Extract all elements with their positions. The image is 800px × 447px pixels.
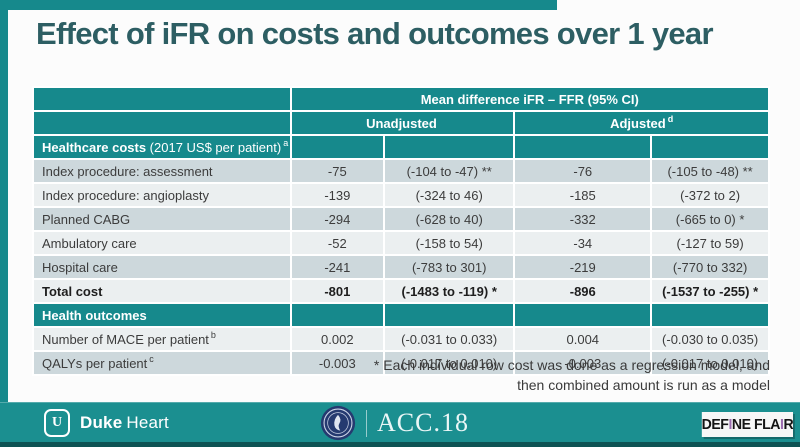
row-label: Total cost <box>32 278 292 304</box>
value-cell: -34 <box>513 230 653 256</box>
acc-seal-icon <box>320 405 356 441</box>
acc18-label: ACC.18 <box>377 408 469 437</box>
ci-cell: (-127 to 59) <box>650 230 770 256</box>
value-cell: -896 <box>513 278 653 304</box>
ci-cell: (-783 to 301) <box>383 254 516 280</box>
footnote-line1: * Each individual row cost was done as a… <box>373 357 770 373</box>
section-sup: a <box>283 138 289 149</box>
ci-cell: (-0.031 to 0.033) <box>383 326 516 352</box>
value-cell: 0.004 <box>513 326 653 352</box>
value-cell: -75 <box>289 158 386 184</box>
ci-cell: (-770 to 332) <box>650 254 770 280</box>
left-accent-stripe <box>0 0 8 402</box>
value-cell: -294 <box>289 206 386 232</box>
table-row-total: Total cost -801 (-1483 to -119) * -896 (… <box>32 278 770 304</box>
define-flair-logo: DEF I NE FLA I R <box>702 412 794 437</box>
value-cell: -185 <box>513 182 653 208</box>
table-row: Ambulatory care -52 (-158 to 54) -34 (-1… <box>32 230 770 256</box>
section-label-rest: (2017 US$ per patient) <box>146 139 282 155</box>
ci-cell: (-104 to -47) ** <box>383 158 516 184</box>
value-cell: -332 <box>513 206 653 232</box>
group-header-adjusted: Adjusted d <box>513 110 770 136</box>
ci-cell: (-665 to 0) * <box>650 206 770 232</box>
slide-title: Effect of iFR on costs and outcomes over… <box>36 16 714 51</box>
acc18-logo: ACC.18 <box>320 405 469 441</box>
value-cell: -0.003 <box>289 350 386 376</box>
table-row: Hospital care -241 (-783 to 301) -219 (-… <box>32 254 770 280</box>
row-label: Ambulatory care <box>32 230 292 256</box>
footnote-line2: then combined amount is run as a model <box>517 376 770 393</box>
ci-cell: (-628 to 40) <box>383 206 516 232</box>
value-cell: -219 <box>513 254 653 280</box>
table-row: Planned CABG -294 (-628 to 40) -332 (-66… <box>32 206 770 232</box>
row-label: Planned CABG <box>32 206 292 232</box>
value-cell: -0.003 <box>513 350 653 376</box>
section-label-bold: Healthcare costs <box>42 139 147 155</box>
duke-heart-label: Duke Heart <box>80 413 169 432</box>
group-header-row: Unadjusted Adjusted d <box>32 110 770 136</box>
top-accent-bar <box>0 0 557 10</box>
group-label: Unadjusted <box>366 115 437 131</box>
duke-heart-logo: U Duke Heart <box>44 409 169 437</box>
ci-cell: (-0.017 to 0.010) <box>650 350 770 376</box>
section-header-outcomes: Health outcomes <box>32 302 770 328</box>
group-sup: d <box>667 114 674 125</box>
table-row: Index procedure: assessment -75 (-104 to… <box>32 158 770 184</box>
row-label: QALYs per patient c <box>32 350 292 376</box>
ci-cell: (-158 to 54) <box>383 230 516 256</box>
bottom-edge-strip <box>0 442 800 447</box>
footnote: * Each individual row cost was done as a… <box>374 356 770 395</box>
value-cell: -76 <box>513 158 653 184</box>
value-cell: -241 <box>289 254 386 280</box>
ci-cell: (-372 to 2) <box>650 182 770 208</box>
value-cell: 0.002 <box>289 326 386 352</box>
ci-cell: (-1483 to -119) * <box>383 278 516 304</box>
span-header-cell: Mean difference iFR – FFR (95% CI) <box>289 86 771 112</box>
results-table: Mean difference iFR – FFR (95% CI) Unadj… <box>32 86 771 376</box>
ci-cell: (-1537 to -255) * <box>650 278 770 304</box>
ci-cell: (-105 to -48) ** <box>650 158 770 184</box>
section-label: Health outcomes <box>32 302 292 328</box>
section-label-bold: Health outcomes <box>42 307 147 323</box>
row-label: Index procedure: assessment <box>32 158 292 184</box>
row-label: Index procedure: angioplasty <box>32 182 292 208</box>
corner-cell <box>32 86 292 112</box>
corner-cell <box>32 110 292 136</box>
ci-cell: (-0.030 to 0.035) <box>650 326 770 352</box>
row-label: Number of MACE per patient b <box>32 326 292 352</box>
table-row: QALYs per patient c -0.003 (-0.017 to 0.0… <box>32 350 770 376</box>
row-label: Hospital care <box>32 254 292 280</box>
ci-cell: (-0.017 to 0.010) <box>383 350 516 376</box>
results-table-wrap: Mean difference iFR – FFR (95% CI) Unadj… <box>32 86 771 376</box>
value-cell: -52 <box>289 230 386 256</box>
value-cell: -801 <box>289 278 386 304</box>
footer-bar: U Duke Heart ACC.18 DEF I NE FLA I R <box>0 402 800 443</box>
table-row: Number of MACE per patient b 0.002 (-0.03… <box>32 326 770 352</box>
group-header-unadjusted: Unadjusted <box>289 110 516 136</box>
value-cell: -139 <box>289 182 386 208</box>
table-row: Index procedure: angioplasty -139 (-324 … <box>32 182 770 208</box>
section-label: Healthcare costs (2017 US$ per patient) a <box>32 134 292 160</box>
section-header-costs: Healthcare costs (2017 US$ per patient) a <box>32 134 770 160</box>
acc-divider <box>366 409 367 437</box>
duke-shield-icon: U <box>44 409 70 437</box>
span-header-row: Mean difference iFR – FFR (95% CI) <box>32 86 771 112</box>
ci-cell: (-324 to 46) <box>383 182 516 208</box>
group-label: Adjusted <box>610 115 666 131</box>
